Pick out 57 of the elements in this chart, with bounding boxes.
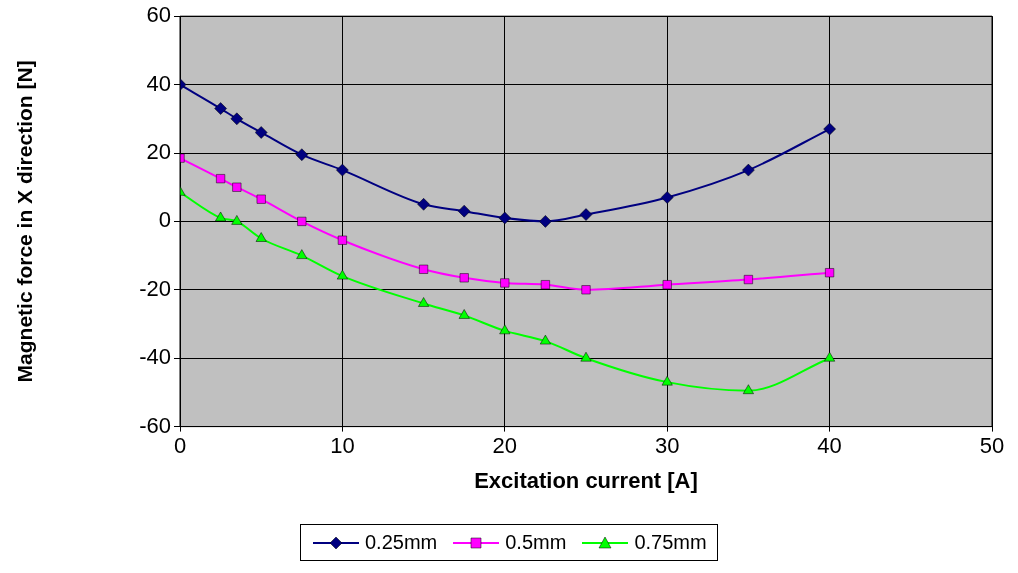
x-tick-label: 50 [979,432,1005,458]
point [256,194,266,204]
x-axis-title: Excitation current [A] [473,468,699,494]
point [232,182,242,192]
legend-label: 0.25mm [365,531,438,554]
point [500,278,510,288]
point [660,191,674,204]
point [539,215,552,228]
point [216,174,226,184]
point [823,122,836,136]
point [742,163,755,177]
legend-label: 0.75mm [634,531,707,554]
point [418,297,430,307]
point [214,102,227,115]
point [458,309,470,319]
x-tick-label: 40 [817,432,842,458]
point [337,235,347,245]
point [499,324,511,335]
x-tick-label: 30 [654,432,680,458]
x-tick-label: 0 [173,432,187,458]
point [498,211,512,225]
y-axis-title: Magnetic force in X direction [N] [13,60,37,383]
point [825,268,835,278]
y-tick-label: 60 [146,2,171,28]
point [336,269,348,280]
y-tick-label: -20 [139,275,171,301]
point [661,375,673,386]
y-tick-label: -40 [139,344,171,370]
legend-label: 0.5mm [505,531,567,554]
point [457,204,471,218]
point [419,264,429,274]
point [297,216,307,226]
point [539,334,551,345]
y-tick-label: 40 [146,70,171,96]
y-tick-label: 0 [158,207,171,233]
point [824,351,836,362]
point [230,112,244,126]
point [581,285,591,295]
point [295,148,309,161]
point [662,280,672,290]
point [459,273,469,283]
point [742,384,754,394]
point [540,280,550,290]
point [254,126,268,139]
point [231,215,243,225]
point [336,163,349,177]
point [296,249,308,259]
x-tick-label: 20 [492,432,518,458]
point [580,351,592,362]
x-tick-label: 10 [330,432,355,458]
y-tick-label: 20 [146,139,171,165]
point [215,211,227,222]
y-tick-label: -60 [139,412,171,438]
point [743,275,753,285]
point [255,232,267,242]
point [417,198,430,211]
point [579,208,593,221]
